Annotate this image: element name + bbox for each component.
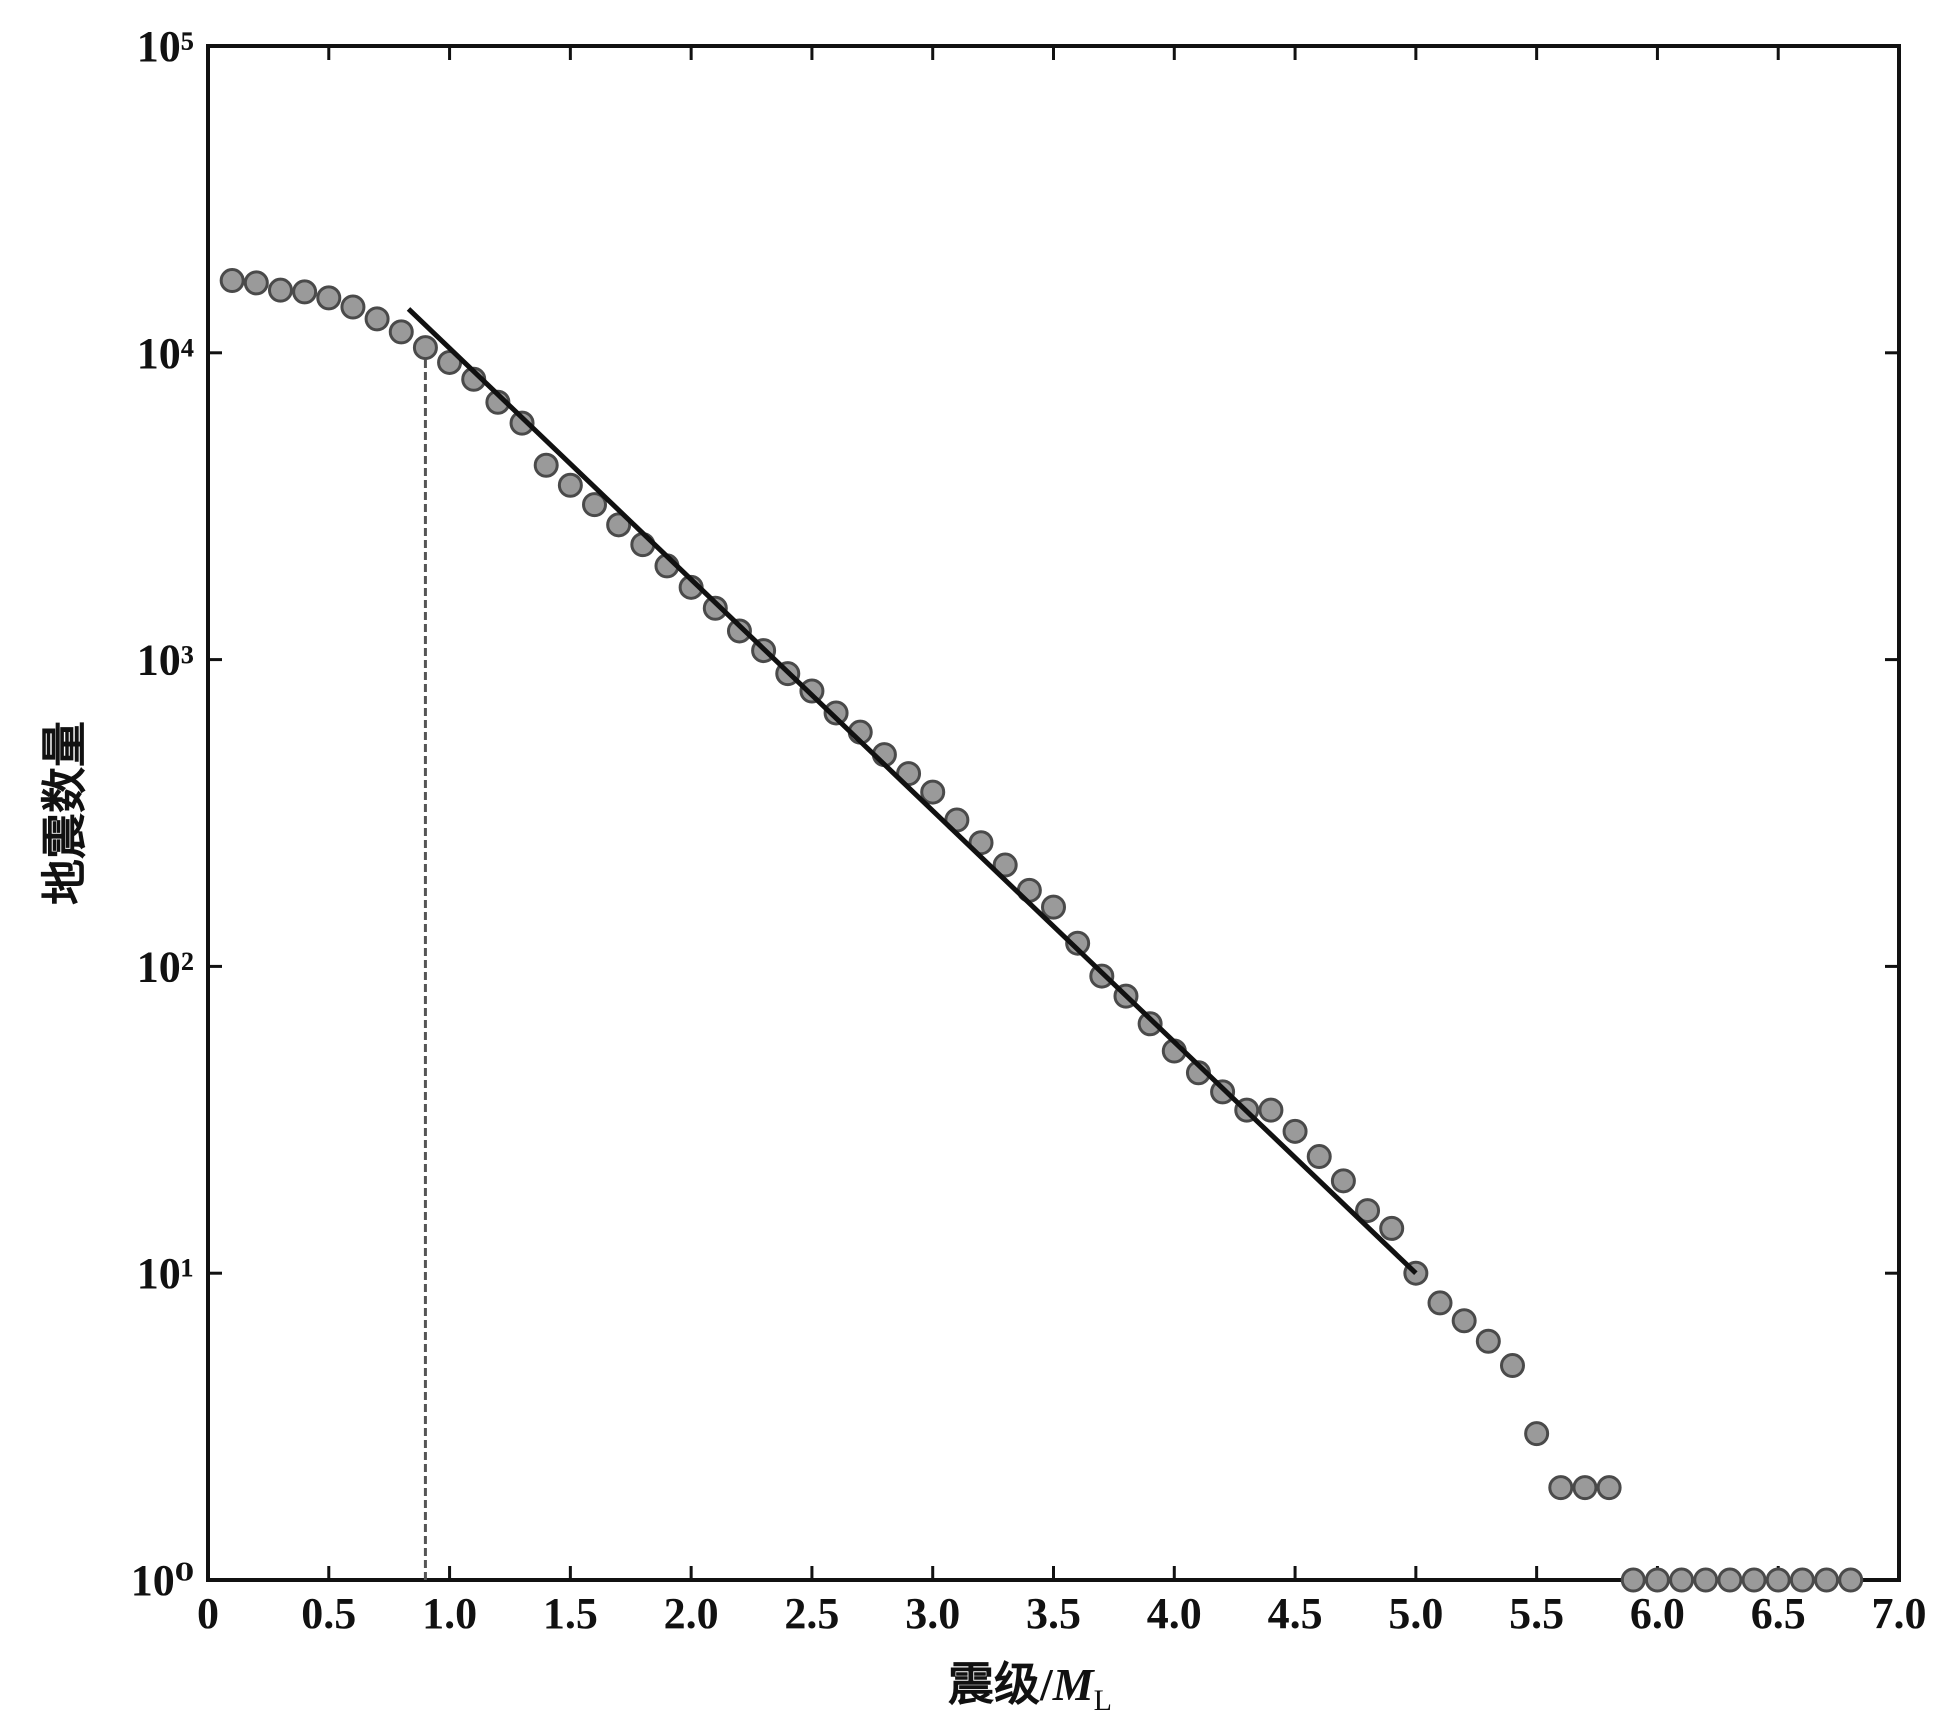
data-point [1524, 1421, 1550, 1447]
x-tick-label: 5.0 [1388, 1589, 1443, 1638]
data-point [1041, 894, 1066, 920]
data-point [1838, 1567, 1864, 1593]
x-tick-label: 0.5 [301, 1589, 356, 1638]
y-tick-label: 10⁴ [137, 329, 194, 378]
data-point [1789, 1567, 1815, 1593]
data-point [1620, 1567, 1646, 1593]
data-point [340, 294, 366, 320]
data-point [1258, 1097, 1284, 1123]
data-point [1330, 1168, 1356, 1194]
data-point [1282, 1118, 1308, 1144]
data-point [920, 779, 946, 805]
data-point [1741, 1567, 1767, 1593]
y-tick-label: 10⁰ [131, 1556, 194, 1605]
data-point [316, 285, 342, 311]
x-axis-label-subscript: L [1094, 1684, 1112, 1717]
data-point [509, 410, 535, 436]
data-point [1451, 1308, 1477, 1334]
x-tick-label: 2.0 [664, 1589, 719, 1638]
data-point [557, 472, 583, 498]
data-point [388, 319, 414, 345]
data-point [1499, 1353, 1525, 1379]
data-point [799, 678, 825, 704]
data-point [1765, 1567, 1791, 1593]
data-point [1427, 1290, 1453, 1316]
data-point [1475, 1328, 1501, 1354]
data-point [533, 452, 559, 478]
y-tick-label: 10² [137, 942, 194, 991]
x-tick-label: 1.0 [422, 1589, 477, 1638]
data-point [1379, 1215, 1405, 1241]
data-point [630, 532, 656, 558]
data-point [1693, 1567, 1719, 1593]
x-axis-label-symbol: M [1052, 1659, 1096, 1710]
x-tick-label: 5.5 [1509, 1589, 1564, 1638]
data-point [1572, 1475, 1598, 1501]
data-point [1306, 1144, 1332, 1170]
x-tick-label: 3.0 [905, 1589, 960, 1638]
y-axis-label: 地震数量 [40, 721, 91, 905]
x-tick-label: 6.5 [1751, 1589, 1806, 1638]
data-point [243, 270, 269, 296]
data-point [364, 306, 390, 332]
data-point [412, 335, 438, 361]
data-point [292, 279, 318, 305]
x-tick-label: 4.0 [1147, 1589, 1202, 1638]
y-tick-label: 10³ [137, 636, 194, 685]
x-tick-label: 0 [197, 1589, 219, 1638]
x-tick-label: 3.5 [1026, 1589, 1081, 1638]
plot-frame [206, 44, 1901, 1582]
data-point [219, 268, 245, 294]
x-tick-label: 2.5 [784, 1589, 839, 1638]
data-point [992, 852, 1018, 878]
data-point [1814, 1567, 1840, 1593]
x-tick-label: 7.0 [1872, 1589, 1927, 1638]
data-point [606, 512, 632, 538]
data-point [1644, 1567, 1670, 1593]
data-point [726, 618, 752, 644]
x-axis-label: 震级/ML [948, 1659, 1112, 1717]
data-point [702, 595, 728, 621]
data-point [1548, 1475, 1574, 1501]
x-tick-label: 6.0 [1630, 1589, 1685, 1638]
data-point [1355, 1198, 1381, 1224]
fit-line [406, 307, 1418, 1276]
data-point [267, 277, 293, 303]
data-point [1596, 1475, 1622, 1501]
y-tick-label: 10¹ [137, 1249, 194, 1298]
y-tick-label: 10⁵ [137, 22, 194, 71]
data-point [582, 492, 608, 518]
data-point [1717, 1567, 1743, 1593]
x-tick-label: 1.5 [543, 1589, 598, 1638]
x-axis-label-text: 震级/ [948, 1659, 1054, 1710]
data-point [1669, 1567, 1695, 1593]
x-tick-label: 4.5 [1268, 1589, 1323, 1638]
data-point [823, 700, 849, 726]
data-point [1065, 930, 1091, 956]
data-point [1137, 1011, 1163, 1037]
